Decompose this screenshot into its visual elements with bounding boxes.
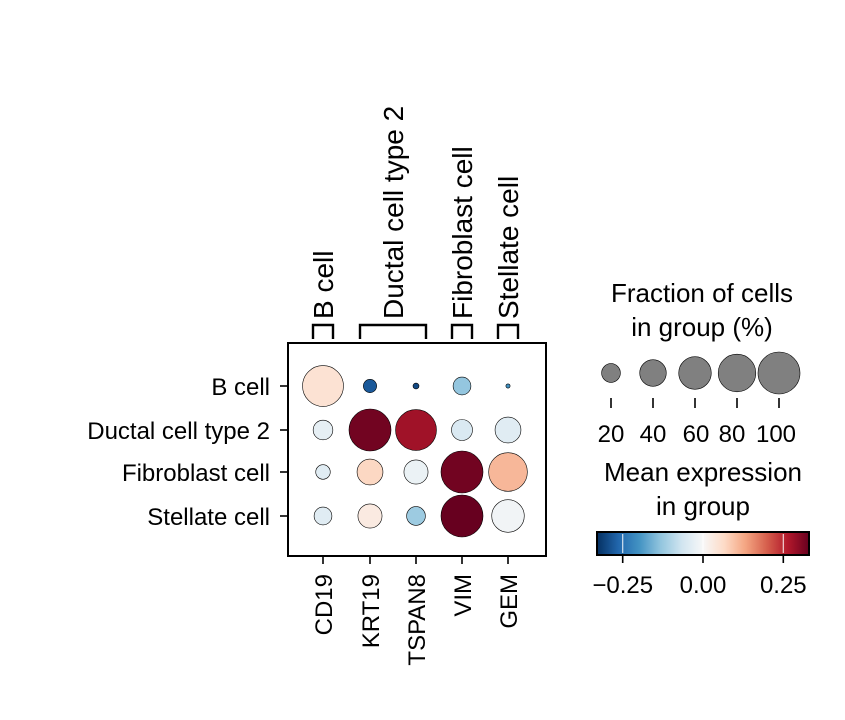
- dot-3-3: [403, 459, 429, 485]
- y-tick-label: Stellate cell: [147, 504, 270, 531]
- dot-1-1: [302, 365, 344, 407]
- size-legend-label: 40: [640, 421, 667, 448]
- x-tick-label: CD19: [311, 574, 338, 635]
- y-tick-label: B cell: [211, 374, 270, 401]
- dot-2-1: [312, 419, 334, 441]
- group-bracket: [450, 323, 474, 339]
- dot-1-2: [363, 379, 377, 393]
- size-legend-subtitle: in group (%): [631, 312, 773, 342]
- y-tick-label: Ductal cell type 2: [87, 418, 270, 445]
- color-legend-title: Mean expression: [604, 457, 802, 487]
- dot-2-4: [451, 419, 473, 441]
- size-legend-dot: [601, 363, 621, 383]
- group-label: Ductal cell type 2: [378, 106, 409, 319]
- size-legend-label: 60: [683, 421, 710, 448]
- size-legend-dot: [678, 356, 712, 390]
- x-tick-label: KRT19: [358, 574, 385, 648]
- dot-2-5: [494, 416, 522, 444]
- dot-3-5: [488, 452, 528, 492]
- group-bracket: [358, 323, 428, 339]
- dot-4-1: [313, 506, 333, 526]
- dot-1-4: [452, 376, 472, 396]
- dot-3-1: [315, 464, 331, 480]
- size-legend-dot: [639, 359, 667, 387]
- dot-2-2: [348, 408, 392, 452]
- group-label: Stellate cell: [493, 176, 524, 319]
- color-legend-subtitle: in group: [656, 491, 750, 521]
- size-legend-label: 100: [756, 421, 796, 448]
- colorbar-tick-label: −0.25: [592, 572, 653, 599]
- size-legend-dot: [757, 351, 801, 395]
- dot-1-3: [412, 382, 420, 390]
- size-legend-label: 20: [598, 421, 625, 448]
- dot-4-4: [440, 494, 484, 538]
- colorbar-tick-label: 0.00: [680, 572, 727, 599]
- x-tick-label: TSPAN8: [404, 574, 431, 666]
- size-legend-dot: [717, 353, 757, 393]
- group-label: Fibroblast cell: [447, 146, 478, 319]
- x-tick-label: GEM: [496, 574, 523, 629]
- group-bracket: [311, 323, 335, 339]
- dot-4-5: [491, 499, 525, 533]
- group-bracket: [496, 323, 520, 339]
- size-legend-label: 80: [719, 421, 746, 448]
- size-legend-title: Fraction of cells: [611, 278, 793, 308]
- dot-4-2: [357, 503, 383, 529]
- dot-4-3: [406, 506, 426, 526]
- plot-frame: [287, 342, 547, 557]
- x-tick-label: VIM: [450, 574, 477, 617]
- dot-3-2: [356, 458, 384, 486]
- y-tick-label: Fibroblast cell: [122, 460, 270, 487]
- dot-1-5: [505, 383, 511, 389]
- dot-2-3: [395, 409, 437, 451]
- colorbar-tick-label: 0.25: [760, 572, 807, 599]
- group-label: B cell: [308, 251, 339, 319]
- dot-3-4: [440, 450, 484, 494]
